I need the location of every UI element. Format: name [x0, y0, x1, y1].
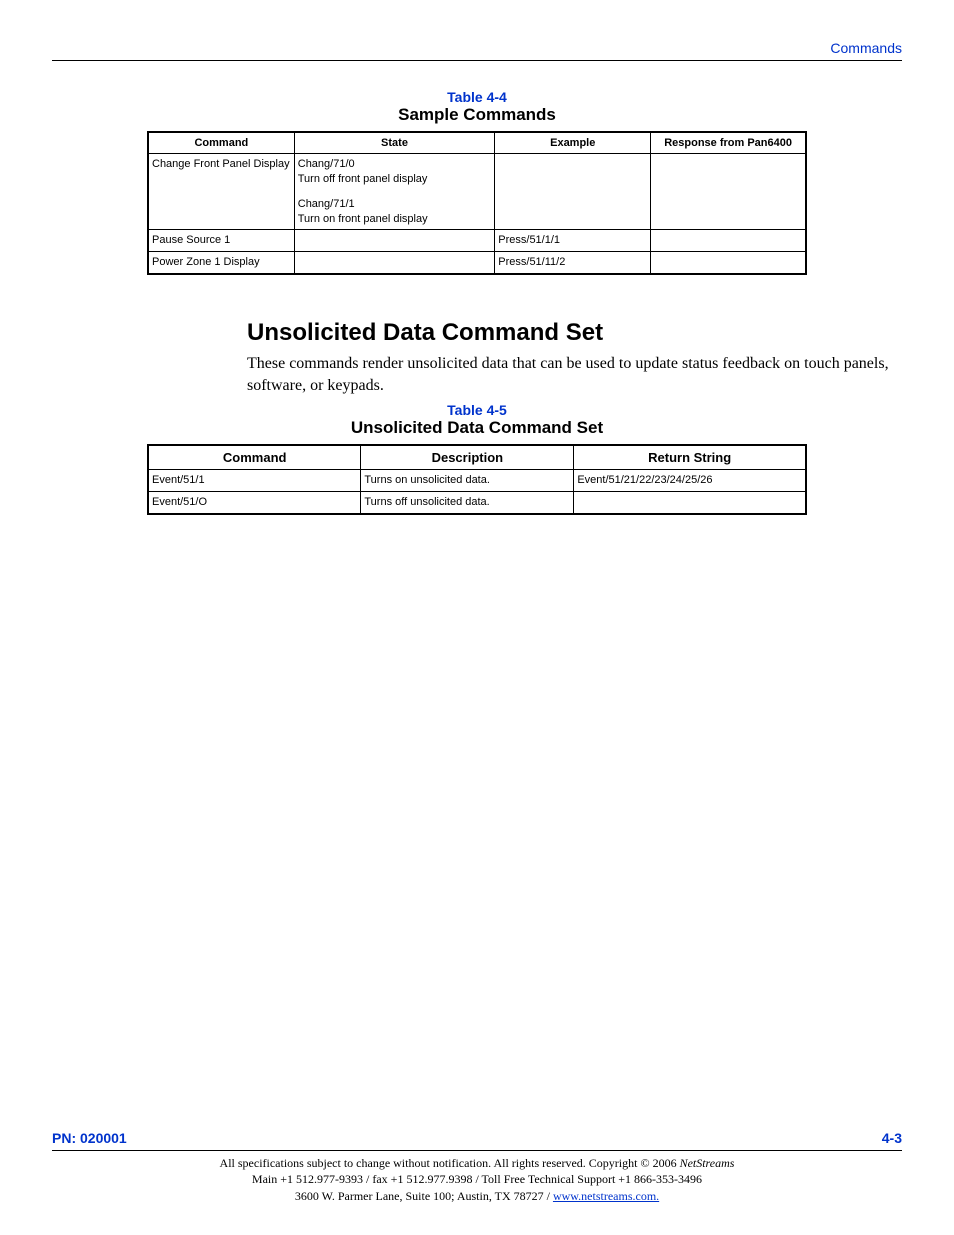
col-command: Command	[148, 132, 294, 154]
col-command: Command	[148, 445, 361, 470]
section-heading: Unsolicited Data Command Set	[52, 319, 902, 347]
cell-return: Event/51/21/22/23/24/25/26	[574, 470, 806, 492]
table-row: Event/51/1 Turns on unsolicited data. Ev…	[148, 470, 806, 492]
header-breadcrumb[interactable]: Commands	[52, 40, 902, 60]
cell-command: Event/51/O	[148, 492, 361, 514]
cell-state: Chang/71/0Turn off front panel displayCh…	[294, 154, 495, 230]
section-body: These commands render unsolicited data t…	[52, 353, 902, 396]
cell-return	[574, 492, 806, 514]
col-return: Return String	[574, 445, 806, 470]
table-header-row: Command Description Return String	[148, 445, 806, 470]
col-description: Description	[361, 445, 574, 470]
footer-line-2: Main +1 512.977-9393 / fax +1 512.977.93…	[52, 1171, 902, 1188]
cell-example	[495, 154, 651, 230]
cell-command: Event/51/1	[148, 470, 361, 492]
page-number: 4-3	[882, 1130, 902, 1146]
cell-state	[294, 252, 495, 274]
cell-response	[651, 230, 806, 252]
col-example: Example	[495, 132, 651, 154]
table1-title: Sample Commands	[52, 105, 902, 125]
footer-brand: NetStreams	[680, 1156, 735, 1170]
header-rule	[52, 60, 902, 61]
cell-example: Press/51/11/2	[495, 252, 651, 274]
sample-commands-table: Command State Example Response from Pan6…	[147, 131, 807, 275]
cell-description: Turns on unsolicited data.	[361, 470, 574, 492]
table-row: Pause Source 1 Press/51/1/1	[148, 230, 806, 252]
unsolicited-data-table: Command Description Return String Event/…	[147, 444, 807, 515]
table-row: Event/51/O Turns off unsolicited data.	[148, 492, 806, 514]
col-response: Response from Pan6400	[651, 132, 806, 154]
footer-line-3: 3600 W. Parmer Lane, Suite 100; Austin, …	[52, 1188, 902, 1205]
cell-command: Power Zone 1 Display	[148, 252, 294, 274]
cell-state	[294, 230, 495, 252]
table-row: Power Zone 1 Display Press/51/11/2	[148, 252, 806, 274]
cell-command: Change Front Panel Display	[148, 154, 294, 230]
table2-title: Unsolicited Data Command Set	[52, 418, 902, 438]
table1-label: Table 4-4	[52, 89, 902, 105]
page-footer: PN: 020001 4-3 All specifications subjec…	[52, 1130, 902, 1205]
footer-rule	[52, 1150, 902, 1151]
footer-address: 3600 W. Parmer Lane, Suite 100; Austin, …	[295, 1189, 553, 1203]
footer-line-1: All specifications subject to change wit…	[52, 1155, 902, 1172]
cell-response	[651, 154, 806, 230]
table-header-row: Command State Example Response from Pan6…	[148, 132, 806, 154]
table-row: Change Front Panel Display Chang/71/0Tur…	[148, 154, 806, 230]
cell-command: Pause Source 1	[148, 230, 294, 252]
cell-example: Press/51/1/1	[495, 230, 651, 252]
cell-response	[651, 252, 806, 274]
cell-description: Turns off unsolicited data.	[361, 492, 574, 514]
col-state: State	[294, 132, 495, 154]
table2-label: Table 4-5	[52, 402, 902, 418]
footer-link[interactable]: www.netstreams.com.	[553, 1189, 659, 1203]
part-number: PN: 020001	[52, 1130, 127, 1146]
footer-copyright: All specifications subject to change wit…	[220, 1156, 680, 1170]
